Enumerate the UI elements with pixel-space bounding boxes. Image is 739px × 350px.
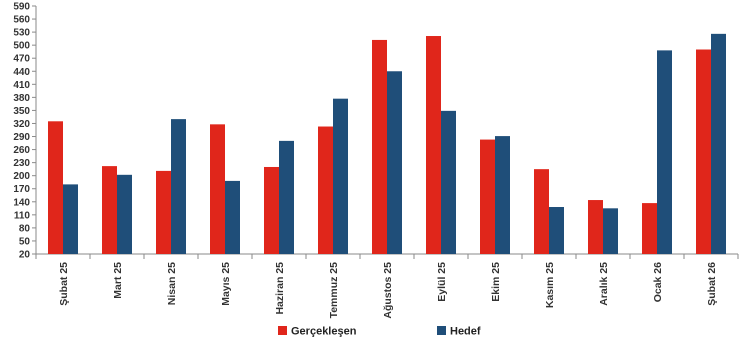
bar-gerceklesen xyxy=(534,169,549,254)
legend-label: Gerçekleşen xyxy=(291,326,357,338)
y-tick-label: 590 xyxy=(13,2,30,13)
y-tick-label: 230 xyxy=(13,158,30,169)
y-tick-label: 80 xyxy=(19,223,31,234)
bar-gerceklesen xyxy=(372,39,387,254)
x-tick-label: Aralık 25 xyxy=(598,262,610,306)
x-tick-label: Kasım 25 xyxy=(544,262,556,308)
y-tick-label: 50 xyxy=(19,236,31,247)
legend-item-hedef: Hedef xyxy=(437,326,481,338)
y-tick-label: 110 xyxy=(14,210,31,221)
x-tick-label: Ocak 26 xyxy=(652,262,664,302)
x-tick-label: Ekim 25 xyxy=(490,262,502,302)
bar-hedef xyxy=(279,140,294,254)
y-axis: 20 50 80 110 140 170 200 230 260 290 320 350 380 410 4… xyxy=(13,2,37,261)
x-tick-label: Şubat 26 xyxy=(706,262,718,306)
y-tick-label: 470 xyxy=(13,54,30,65)
legend-swatch xyxy=(278,326,287,335)
bar-hedef xyxy=(711,33,726,255)
bar-hedef xyxy=(171,119,186,255)
bar-hedef xyxy=(495,136,510,254)
bar-hedef xyxy=(657,50,672,254)
bar-hedef xyxy=(603,208,618,254)
x-tick-label: Nisan 25 xyxy=(166,262,178,305)
bars xyxy=(48,33,726,255)
bar-gerceklesen xyxy=(102,166,117,254)
y-tick-label: 320 xyxy=(13,119,30,130)
legend-item-gerceklesen: Gerçekleşen xyxy=(278,326,357,338)
bar-gerceklesen xyxy=(318,126,333,254)
bar-hedef xyxy=(225,180,240,254)
legend-swatch xyxy=(437,326,446,335)
y-tick-label: 170 xyxy=(13,184,30,195)
bar-gerceklesen xyxy=(264,166,279,254)
bar-hedef xyxy=(117,174,132,254)
bar-gerceklesen xyxy=(156,170,171,254)
y-tick-label: 350 xyxy=(13,106,30,117)
bar-hedef xyxy=(333,98,348,255)
y-tick-label: 260 xyxy=(13,145,30,156)
bar-hedef xyxy=(549,207,564,254)
y-tick-label: 500 xyxy=(13,41,30,52)
x-tick-label: Mayıs 25 xyxy=(220,262,232,306)
y-tick-label: 290 xyxy=(13,132,30,143)
y-tick-label: 140 xyxy=(13,197,30,208)
bar-gerceklesen xyxy=(696,49,711,254)
x-tick-label: Eylül 25 xyxy=(436,262,448,302)
legend: Gerçekleşen Hedef xyxy=(278,326,481,338)
legend-label: Hedef xyxy=(450,326,481,338)
bar-gerceklesen xyxy=(642,203,657,254)
y-tick-label: 530 xyxy=(13,28,30,39)
x-tick-label: Şubat 25 xyxy=(58,262,70,306)
bar-hedef xyxy=(63,184,78,254)
x-axis: Şubat 25 Mart 25 Nisan 25 Mayıs 25 Haziran 2… xyxy=(35,253,739,319)
bar-gerceklesen xyxy=(426,36,441,254)
x-tick-label: Mart 25 xyxy=(112,262,124,299)
x-tick-label: Haziran 25 xyxy=(274,262,286,315)
bar-hedef xyxy=(387,71,402,255)
y-tick-label: 560 xyxy=(13,15,30,26)
bar-gerceklesen xyxy=(480,139,495,254)
y-tick-label: 380 xyxy=(13,93,30,104)
bar-gerceklesen xyxy=(48,121,63,254)
bar-hedef xyxy=(441,110,456,254)
y-tick-label: 440 xyxy=(13,67,30,78)
y-tick-label: 410 xyxy=(13,80,30,91)
y-tick-label: 20 xyxy=(19,250,31,261)
x-tick-label: Ağustos 25 xyxy=(382,262,394,319)
bar-gerceklesen xyxy=(210,124,225,254)
x-tick-label: Temmuz 25 xyxy=(328,262,340,319)
bar-gerceklesen xyxy=(588,200,603,254)
y-tick-label: 200 xyxy=(13,171,30,182)
